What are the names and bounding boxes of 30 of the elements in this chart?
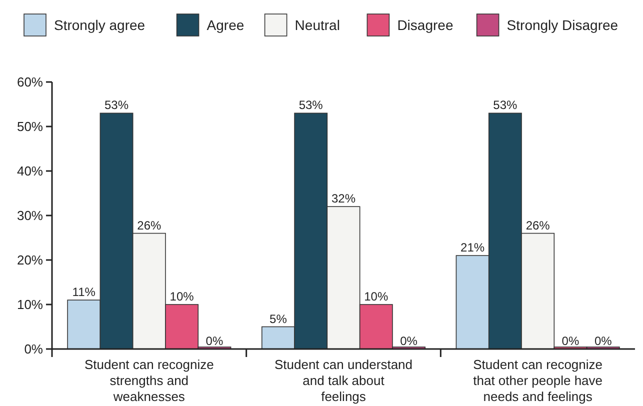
y-tick-label: 60% bbox=[16, 74, 44, 90]
y-tick-label: 30% bbox=[16, 208, 44, 224]
data-label: 32% bbox=[331, 192, 356, 206]
data-label: 26% bbox=[526, 218, 550, 232]
data-label: 26% bbox=[137, 218, 162, 232]
data-label: 53% bbox=[298, 98, 324, 112]
y-tick-label: 50% bbox=[16, 119, 44, 134]
data-label: 0% bbox=[206, 334, 224, 348]
x-tick-label: Student can understand and talk about feelings bbox=[274, 357, 413, 404]
data-label: 0% bbox=[400, 334, 418, 348]
y-tick-label: 10% bbox=[16, 297, 44, 312]
data-label: 0% bbox=[562, 334, 580, 348]
legend-label: Agree bbox=[206, 17, 244, 33]
y-tick-label: 0% bbox=[24, 342, 44, 357]
legend-label: Neutral bbox=[294, 17, 340, 33]
data-label: 10% bbox=[364, 290, 388, 304]
data-label: 0% bbox=[594, 334, 612, 348]
legend-label: Strongly Disagree bbox=[506, 17, 618, 33]
data-label: 21% bbox=[460, 240, 485, 255]
y-tick-label: 40% bbox=[16, 164, 44, 179]
data-label: 5% bbox=[270, 312, 288, 326]
y-tick-label: 20% bbox=[16, 252, 44, 268]
data-label: 53% bbox=[104, 98, 129, 112]
data-label: 53% bbox=[493, 98, 518, 112]
legend-label: Disagree bbox=[397, 17, 454, 33]
x-tick-label: Student can recognize that other people have needs and feelings bbox=[473, 357, 603, 404]
legend-label: Strongly agree bbox=[54, 17, 146, 33]
x-tick-label: Student can recognize strengths and weaknesses bbox=[84, 357, 214, 404]
data-label: 11% bbox=[72, 285, 96, 300]
data-label: 10% bbox=[170, 290, 194, 304]
